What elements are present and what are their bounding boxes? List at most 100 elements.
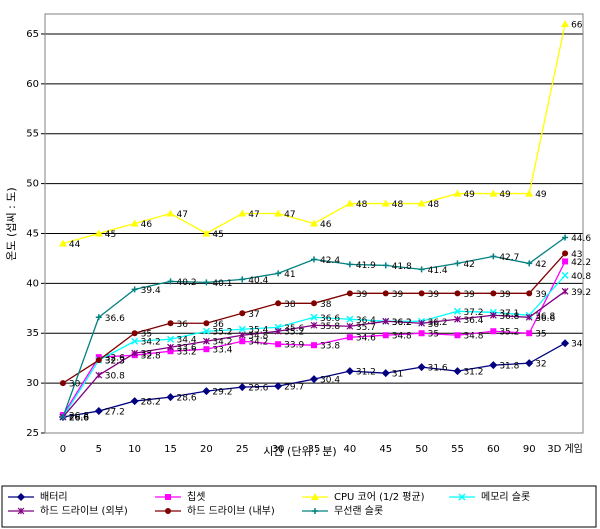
marker — [526, 260, 533, 267]
series: 26.6 36.6 39.4 40.2 40.1 40.4 41 42.4 41.9 41.8 41… — [59, 234, 591, 424]
marker — [418, 330, 425, 337]
data-label: 37.2 — [463, 308, 483, 318]
x-axis-label: 시간 (단위 : 분) — [263, 445, 336, 458]
marker — [525, 313, 533, 321]
data-label: 46 — [141, 220, 153, 230]
y-tick-label: 25 — [26, 428, 39, 439]
data-label: 29.6 — [248, 384, 268, 394]
legend-label: 칩셋 — [187, 491, 205, 503]
series-line — [62, 261, 566, 416]
data-label: 47 — [177, 210, 188, 220]
data-label: 47 — [284, 210, 295, 220]
marker — [275, 300, 282, 307]
x-tick-label: 20 — [200, 444, 213, 455]
data-label: 39 — [535, 290, 547, 300]
marker — [454, 332, 461, 339]
marker — [274, 382, 283, 391]
marker — [131, 337, 139, 345]
marker — [454, 260, 461, 267]
data-label: 31.6 — [428, 364, 448, 374]
marker — [202, 337, 210, 345]
series: 26.832.6 32.8 33.2 33.434.2 33.9 33.834.6 34.8… — [59, 258, 591, 422]
marker — [454, 315, 461, 323]
data-label: 35.7 — [356, 323, 376, 333]
legend-box — [1, 485, 597, 528]
series: 26.6 27.2 28.2 28.6 29.2 29.6 29.7 30.4 31.2 31 31… — [58, 339, 583, 424]
data-label: 34.8 — [463, 332, 483, 342]
data-label: 36.2 — [428, 318, 448, 328]
marker — [382, 317, 390, 325]
x-tick-label: 40 — [343, 444, 356, 455]
marker — [275, 270, 282, 277]
data-label: 49 — [463, 190, 475, 200]
marker — [167, 320, 174, 327]
data-label: 66 — [571, 20, 583, 30]
y-tick-label: 65 — [26, 29, 39, 40]
legend-marker — [311, 493, 319, 500]
x-tick-label: 0 — [60, 444, 66, 455]
marker — [311, 300, 317, 307]
data-label: 36 — [212, 320, 224, 330]
data-label: 39.4 — [141, 286, 161, 296]
marker — [345, 199, 354, 207]
marker — [453, 367, 462, 376]
data-label: 26.6 — [69, 414, 89, 424]
x-tick-label: 55 — [451, 444, 464, 455]
marker — [274, 209, 283, 217]
data-label: 34.8 — [248, 332, 268, 342]
data-label: 33.6 — [177, 344, 197, 354]
data-label: 37.1 — [499, 309, 519, 319]
marker — [203, 279, 210, 286]
marker — [311, 342, 317, 349]
legend-marker — [458, 493, 466, 501]
marker — [238, 209, 247, 217]
marker — [238, 383, 247, 392]
marker — [453, 307, 461, 315]
data-label: 32 — [535, 360, 546, 370]
data-label: 48 — [428, 200, 440, 210]
data-label: 29.2 — [212, 388, 232, 398]
legend-marker — [17, 507, 25, 515]
data-label: 36.6 — [320, 314, 340, 324]
legend-marker — [165, 494, 171, 500]
marker — [561, 287, 569, 295]
marker — [346, 315, 354, 323]
data-label: 43 — [571, 250, 582, 260]
marker — [417, 199, 426, 207]
data-label: 35 — [535, 330, 546, 340]
marker — [346, 334, 353, 341]
marker — [166, 209, 175, 217]
data-label: 31 — [392, 370, 403, 380]
data-label: 36.6 — [535, 314, 555, 324]
legend-label: 배터리 — [40, 491, 68, 503]
data-label: 35.8 — [320, 322, 340, 332]
x-tick-label: 15 — [164, 444, 177, 455]
data-label: 42 — [535, 260, 546, 270]
data-label: 34 — [571, 340, 583, 350]
marker — [311, 256, 317, 263]
y-tick-label: 30 — [26, 378, 39, 389]
data-label: 31.8 — [499, 362, 519, 372]
data-label: 36 — [428, 320, 440, 330]
data-label: 31.2 — [356, 368, 376, 378]
marker — [131, 286, 138, 293]
marker — [382, 290, 389, 297]
data-label: 45 — [105, 230, 116, 240]
data-label: 35.2 — [284, 328, 304, 338]
data-label: 30.4 — [320, 376, 340, 386]
marker — [345, 367, 354, 376]
marker — [418, 266, 425, 273]
marker — [239, 310, 246, 317]
data-label: 32.3 — [105, 357, 125, 367]
marker — [382, 262, 389, 269]
marker — [239, 338, 246, 345]
data-label: 30.8 — [105, 372, 125, 382]
marker — [525, 359, 534, 368]
marker — [202, 327, 210, 335]
data-label: 41.9 — [356, 261, 376, 271]
data-label: 36.2 — [392, 318, 412, 328]
marker — [346, 290, 353, 297]
data-label: 41.8 — [392, 262, 412, 272]
